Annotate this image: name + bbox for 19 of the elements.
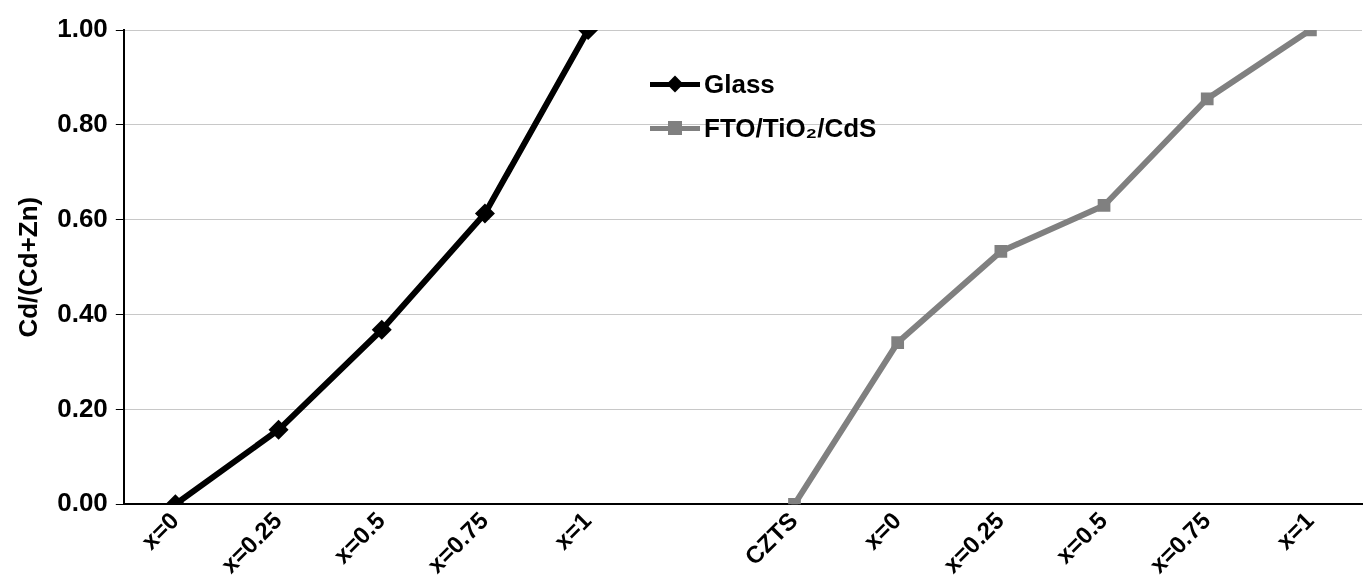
x-tick-label: x=1: [548, 506, 597, 555]
y-tick-label: 1.00: [57, 13, 108, 44]
y-tick-label: 0.60: [57, 202, 108, 233]
y-axis-title: Cd/(Cd+Zn): [12, 196, 43, 338]
point: [268, 419, 289, 440]
x-tick-label: x=0: [135, 506, 184, 555]
point: [891, 336, 905, 349]
legend-label: Glass: [704, 68, 775, 100]
point: [474, 203, 495, 224]
x-tick-label: x=0: [858, 506, 906, 555]
y-tick-label: 0.20: [57, 392, 108, 423]
y-tick-label: 0.00: [57, 487, 108, 518]
y-tick-label: 0.80: [57, 108, 108, 139]
point: [371, 319, 392, 340]
legend-label: FTO/TiO₂/CdS: [704, 112, 877, 144]
y-tick-label: 0.40: [57, 297, 108, 328]
x-tick-label: x=1: [1270, 506, 1319, 555]
point: [1097, 199, 1111, 212]
point: [994, 245, 1008, 258]
